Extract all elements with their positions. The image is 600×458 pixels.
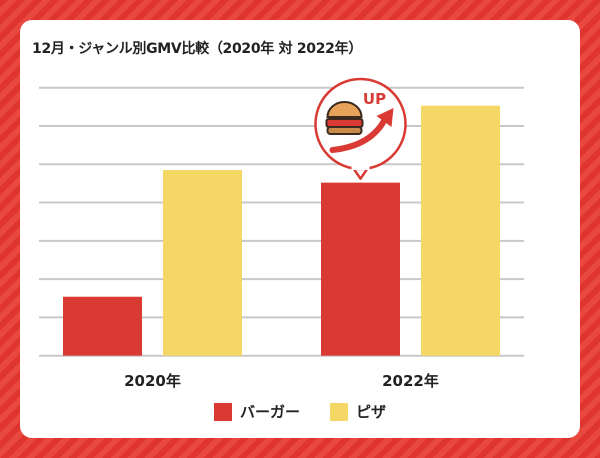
- up-arrow-icon: [329, 117, 388, 153]
- x-tick-label: 2022年: [382, 372, 439, 390]
- legend: バーガー ピザ: [0, 401, 600, 422]
- burger-icon: [326, 101, 363, 118]
- bar-burger-2020年: [63, 296, 142, 356]
- burger-patty: [325, 118, 364, 128]
- chart-title: 12月・ジャンル別GMV比較（2020年 対 2022年）: [32, 41, 363, 57]
- legend-item-burger: バーガー: [213, 401, 300, 422]
- legend-label-burger: バーガー: [239, 403, 300, 421]
- bar-pizza-2022年: [421, 105, 500, 356]
- legend-item-pizza: ピザ: [330, 401, 386, 422]
- bar-pizza-2020年: [163, 170, 242, 356]
- legend-swatch-burger: [213, 402, 232, 421]
- bubble-joint: [351, 162, 370, 170]
- legend-label-pizza: ピザ: [356, 403, 387, 421]
- up-arrow-head: [376, 108, 394, 127]
- bar-burger-2022年: [321, 182, 400, 356]
- x-tick-label: 2020年: [124, 372, 181, 390]
- up-label: UP: [363, 90, 386, 108]
- legend-swatch-pizza: [330, 402, 348, 421]
- burger-bun-bottom: [326, 126, 363, 135]
- up-annotation-bubble: UP: [314, 77, 407, 180]
